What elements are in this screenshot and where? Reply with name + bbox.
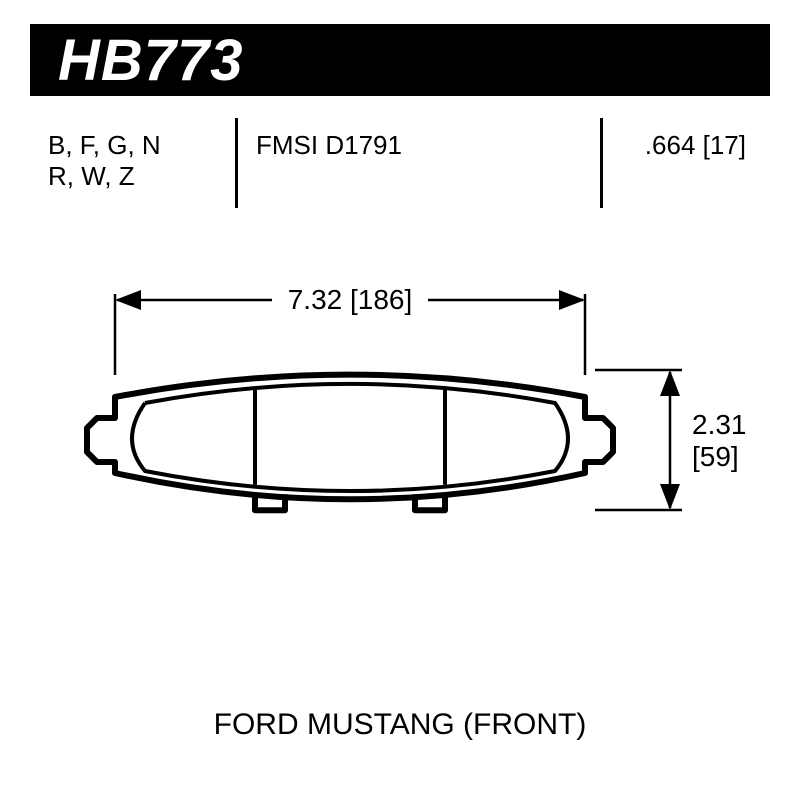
codes-line-2: R, W, Z — [48, 161, 217, 192]
fmsi-value: FMSI D1791 — [256, 130, 582, 161]
application-label: FORD MUSTANG (FRONT) — [0, 708, 800, 742]
compound-codes: B, F, G, N R, W, Z — [30, 118, 235, 208]
thickness-value: .664 [17] — [621, 130, 746, 161]
part-number: HB773 — [58, 27, 244, 94]
diagram-area: 7.32 [186] 2.31[59] — [30, 240, 770, 670]
codes-line-1: B, F, G, N — [48, 130, 217, 161]
header-bar: HB773 — [30, 24, 770, 96]
info-row: B, F, G, N R, W, Z FMSI D1791 .664 [17] — [30, 118, 770, 208]
svg-text:[59]: [59] — [692, 441, 739, 472]
svg-text:2.31: 2.31 — [692, 409, 747, 440]
fmsi-code: FMSI D1791 — [235, 118, 600, 208]
brake-pad-diagram: 7.32 [186] 2.31[59] — [30, 240, 770, 670]
svg-text:7.32 [186]: 7.32 [186] — [288, 284, 413, 315]
thickness: .664 [17] — [600, 118, 770, 208]
